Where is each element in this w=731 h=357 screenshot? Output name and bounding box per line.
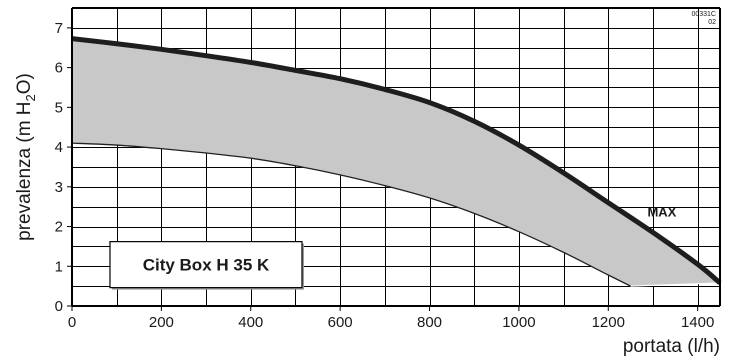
y-axis-title-tail: O) [14, 73, 35, 94]
area-closure-line [630, 282, 721, 287]
y-tick-label: 6 [55, 60, 63, 77]
x-tick-label: 800 [417, 314, 442, 331]
max-curve-line [71, 36, 722, 285]
x-tick-label: 0 [68, 314, 76, 331]
operating-area [72, 38, 720, 287]
x-tick-label: 600 [328, 314, 353, 331]
x-tick-label: 200 [149, 314, 174, 331]
y-tick-label: 3 [55, 179, 63, 196]
min-curve-line [71, 142, 631, 287]
model-name-label: City Box H 35 K [143, 256, 270, 275]
chart-series [71, 36, 722, 287]
max-curve-label: MAX [647, 205, 676, 220]
y-tick-label: 0 [55, 298, 63, 315]
chart-axes: 0 200 400 600 800 1000 1200 1400 0 1 2 3 4 5 6 7 [55, 7, 721, 331]
operating-area-fill [72, 38, 720, 287]
y-tick-label: 7 [55, 20, 63, 37]
model-box [109, 241, 303, 289]
y-tick-label: 4 [55, 139, 63, 156]
x-tick-label: 1000 [502, 314, 535, 331]
x-tick-label: 1400 [681, 314, 714, 331]
y-axis-title-main: prevalenza (m H [14, 101, 35, 240]
corner-tag-line: 02 [708, 19, 716, 26]
y-tick-label: 1 [55, 258, 63, 275]
x-axis-title: portata (l/h) [623, 336, 720, 357]
y-axis-title-subscript: 2 [23, 94, 38, 101]
y-axis-title: prevalenza (m H2O) [14, 73, 38, 241]
y-tick-label: 5 [55, 99, 63, 116]
x-tick-label: 1200 [592, 314, 625, 331]
x-tick-label: 400 [238, 314, 263, 331]
y-tick-label: 2 [55, 219, 63, 236]
chart-labels: portata (l/h)prevalenza (m H2O)00331C02M… [14, 11, 720, 357]
corner-tag-line: 00331C [691, 11, 716, 18]
